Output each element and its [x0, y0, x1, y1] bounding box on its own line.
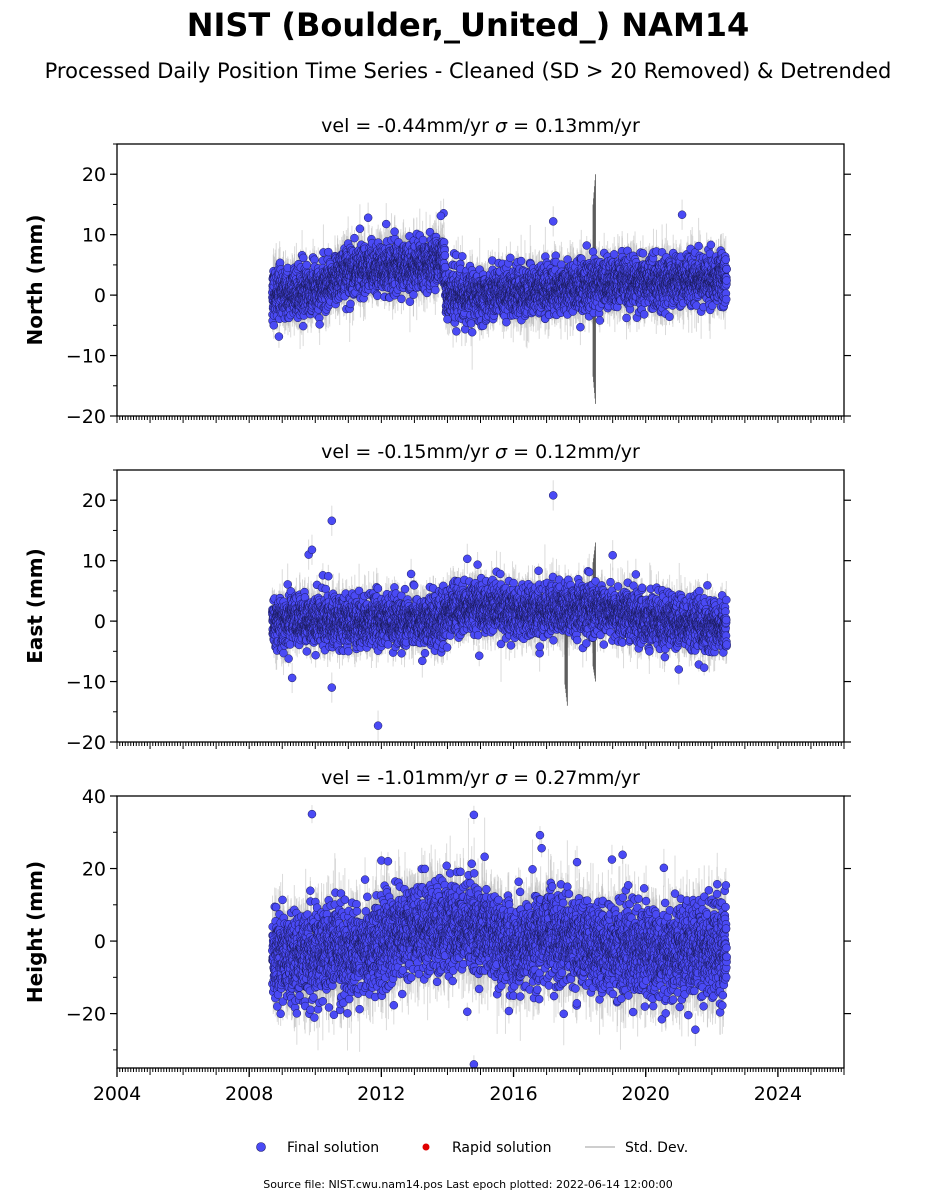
panels: vel = -0.44mm/yr σ = 0.13mm/yr North (mm)…: [23, 115, 851, 1105]
plot-area-north: [268, 174, 731, 404]
y-axis-label-north: North (mm): [23, 214, 47, 345]
figure-title: NIST (Boulder,_United_) NAM14: [187, 6, 750, 44]
figure-subtitle: Processed Daily Position Time Series - C…: [45, 59, 892, 83]
panel-title-north: vel = -0.44mm/yr σ = 0.13mm/yr: [321, 115, 640, 137]
panel-north: vel = -0.44mm/yr σ = 0.13mm/yr North (mm)…: [23, 115, 851, 428]
